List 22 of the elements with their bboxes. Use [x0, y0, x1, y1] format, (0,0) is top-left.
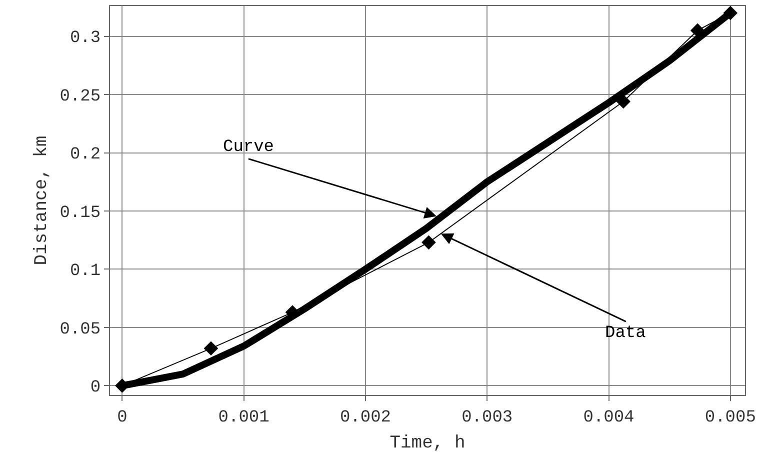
- y-tick-label: 0.15: [60, 204, 101, 223]
- point: [616, 94, 630, 109]
- point: [723, 6, 738, 20]
- x-axis-title: Time, h: [390, 434, 466, 454]
- x-tick-label: 0.005: [704, 408, 756, 428]
- annotation: Data: [605, 324, 646, 343]
- annotation: Curve: [223, 138, 274, 157]
- point: [690, 23, 705, 38]
- x-tick-label: 0.003: [462, 408, 513, 428]
- x-tick-label: 0.002: [340, 408, 391, 428]
- point: [204, 341, 218, 356]
- y-tick-label: 0.3: [70, 29, 101, 48]
- y-tick-label: 0.1: [70, 262, 101, 282]
- y-tick-label: 0.05: [60, 320, 101, 340]
- x-tick-label: 0: [117, 408, 128, 428]
- y-tick-label: 0.25: [60, 87, 101, 106]
- point: [422, 235, 436, 250]
- y-tick-label: 0.2: [70, 146, 101, 165]
- x-tick-label: 0.001: [218, 408, 270, 428]
- x-tick-label: 0.004: [583, 408, 634, 428]
- y-tick-label: 0: [90, 378, 101, 398]
- y-axis-title: Distance, km: [32, 136, 52, 266]
